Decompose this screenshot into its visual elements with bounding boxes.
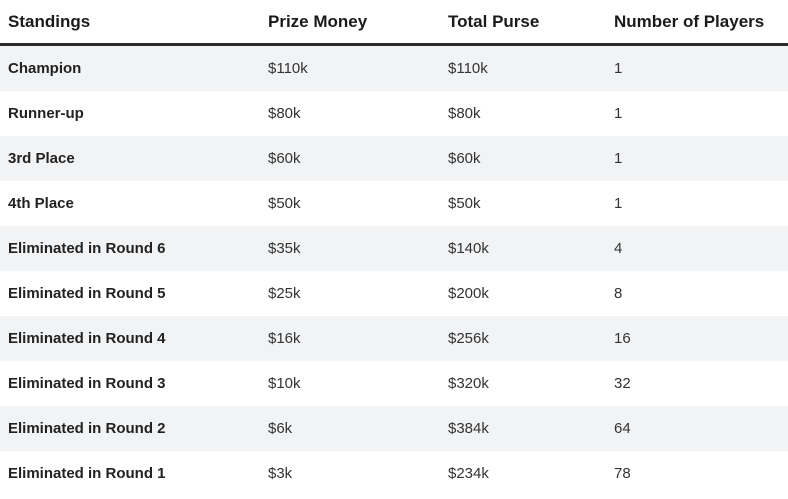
table-row: 4th Place $50k $50k 1 (0, 181, 788, 226)
column-header-standings: Standings (0, 0, 260, 45)
cell-prize-money: $35k (268, 240, 301, 257)
cell-standings: Eliminated in Round 2 (8, 420, 166, 437)
cell-number-of-players: 1 (614, 60, 623, 77)
cell-prize-money: $110k (268, 60, 308, 77)
cell-number-of-players: 16 (614, 330, 631, 347)
table-row: Eliminated in Round 6 $35k $140k 4 (0, 226, 788, 271)
cell-total-purse: $234k (448, 465, 489, 482)
cell-standings: Eliminated in Round 6 (8, 240, 166, 257)
table-header: Standings Prize Money Total Purse Number… (0, 0, 788, 45)
cell-prize-money: $50k (268, 195, 301, 212)
cell-prize-money: $16k (268, 330, 301, 347)
cell-prize-money: $6k (268, 420, 293, 437)
cell-prize-money: $3k (268, 465, 293, 482)
column-header-number-of-players: Number of Players (606, 0, 788, 45)
cell-total-purse: $140k (448, 240, 489, 257)
cell-total-purse: $80k (448, 105, 481, 122)
header-row: Standings Prize Money Total Purse Number… (0, 0, 788, 45)
cell-prize-money: $25k (268, 285, 301, 302)
cell-total-purse: $384k (448, 420, 489, 437)
cell-number-of-players: 1 (614, 105, 623, 122)
cell-prize-money: $80k (268, 105, 301, 122)
cell-total-purse: $320k (448, 375, 489, 392)
cell-number-of-players: 8 (614, 285, 623, 302)
table-row: Eliminated in Round 5 $25k $200k 8 (0, 271, 788, 316)
cell-total-purse: $200k (448, 285, 489, 302)
cell-standings: 4th Place (8, 195, 74, 212)
column-header-prize-money: Prize Money (260, 0, 440, 45)
cell-number-of-players: 1 (614, 195, 623, 212)
table-body: Champion $110k $110k 1 Runner-up $80k $8… (0, 44, 788, 496)
cell-standings: Eliminated in Round 5 (8, 285, 166, 302)
cell-total-purse: $256k (448, 330, 489, 347)
table-row: Runner-up $80k $80k 1 (0, 91, 788, 136)
cell-total-purse: $110k (448, 60, 488, 77)
table-row: Eliminated in Round 4 $16k $256k 16 (0, 316, 788, 361)
table-row: Eliminated in Round 2 $6k $384k 64 (0, 406, 788, 451)
cell-total-purse: $50k (448, 195, 481, 212)
table-row: 3rd Place $60k $60k 1 (0, 136, 788, 181)
cell-standings: Champion (8, 60, 82, 77)
cell-standings: Runner-up (8, 105, 84, 122)
cell-prize-money: $60k (268, 150, 301, 167)
cell-total-purse: $60k (448, 150, 481, 167)
cell-number-of-players: 64 (614, 420, 631, 437)
cell-number-of-players: 1 (614, 150, 623, 167)
table-row: Eliminated in Round 3 $10k $320k 32 (0, 361, 788, 406)
cell-standings: Eliminated in Round 1 (8, 465, 166, 482)
cell-standings: 3rd Place (8, 150, 75, 167)
table-row: Champion $110k $110k 1 (0, 44, 788, 91)
table-row: Eliminated in Round 1 $3k $234k 78 (0, 451, 788, 496)
cell-prize-money: $10k (268, 375, 301, 392)
cell-number-of-players: 32 (614, 375, 631, 392)
cell-standings: Eliminated in Round 4 (8, 330, 166, 347)
cell-standings: Eliminated in Round 3 (8, 375, 166, 392)
cell-number-of-players: 78 (614, 465, 631, 482)
cell-number-of-players: 4 (614, 240, 623, 257)
column-header-total-purse: Total Purse (440, 0, 606, 45)
